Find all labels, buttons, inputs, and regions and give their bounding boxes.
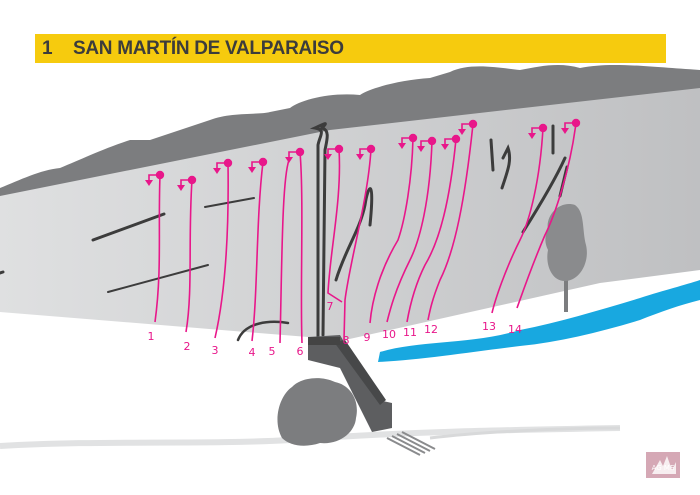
route-3[interactable]: 3 [212, 158, 233, 357]
hut [308, 335, 392, 432]
svg-text:AG ME: AG ME [652, 464, 675, 472]
tree [545, 204, 587, 312]
arrow-down-icon [248, 167, 256, 173]
route-13[interactable]: 13 [482, 123, 548, 333]
rock-wall [0, 88, 700, 340]
route-number: 4 [249, 346, 256, 359]
route-5[interactable]: 5 [269, 159, 290, 358]
arrow-down-icon [213, 168, 221, 174]
cracks [0, 122, 569, 342]
route-line [279, 159, 290, 344]
route-number: 10 [382, 328, 396, 341]
arrow-down-icon [441, 144, 449, 150]
route-4[interactable]: 4 [248, 157, 268, 359]
route-14[interactable]: 14 [508, 118, 581, 336]
lower-off-line [420, 140, 432, 147]
arrow-down-icon [356, 154, 364, 160]
arrow-down-icon [398, 143, 406, 149]
lower-off-line [216, 162, 228, 169]
bush [277, 378, 357, 446]
lower-off-line [148, 174, 160, 181]
route-number: 5 [269, 345, 276, 358]
route-line [343, 148, 372, 341]
lower-off-line [251, 161, 263, 168]
lower-off-line [531, 127, 543, 134]
route-9[interactable]: 9 [364, 133, 418, 344]
path-line [429, 426, 621, 440]
sector-number: 1 [42, 37, 53, 59]
logo: AG ME [646, 452, 680, 478]
route-number: 8 [343, 334, 350, 347]
lower-off-line [401, 137, 413, 144]
route-number: 7 [327, 300, 334, 313]
lower-off-line [564, 122, 576, 129]
route-line [491, 127, 544, 314]
route-number: 1 [148, 330, 155, 343]
route-line [251, 161, 264, 342]
route-line [427, 123, 474, 321]
sector-title: SAN MARTÍN DE VALPARAISO [73, 37, 344, 59]
arrow-down-icon [528, 133, 536, 139]
lower-off-line [359, 148, 371, 155]
route-line [386, 140, 433, 323]
arrow-down-icon [417, 146, 425, 152]
arrow-down-icon [177, 185, 185, 191]
route-11[interactable]: 11 [403, 134, 461, 339]
footbridge [386, 431, 436, 456]
lower-off-line [288, 151, 300, 158]
routes: 12 3 4 5 678 9 10 11 12 13 14 [145, 118, 581, 359]
route-number: 13 [482, 320, 496, 333]
arrow-down-icon [285, 157, 293, 163]
route-line [406, 138, 457, 323]
route-number: 9 [364, 331, 371, 344]
route-line [327, 148, 343, 303]
route-1[interactable]: 1 [145, 170, 165, 343]
route-line [214, 162, 229, 339]
route-line [299, 151, 303, 344]
sector-title-bar: 1 SAN MARTÍN DE VALPARAISO [35, 34, 666, 63]
arrow-down-icon [458, 129, 466, 135]
lower-off-line [444, 138, 456, 145]
river [378, 280, 700, 362]
route-number: 11 [403, 326, 417, 339]
route-number: 6 [297, 345, 304, 358]
route-line [516, 122, 577, 309]
route-6[interactable]: 6 [285, 147, 305, 358]
route-7[interactable]: 7 [324, 144, 344, 313]
route-line [369, 137, 414, 324]
arrow-down-icon [145, 180, 153, 186]
route-line [154, 174, 161, 323]
route-8[interactable]: 8 [343, 144, 376, 347]
route-number: 3 [212, 344, 219, 357]
route-12[interactable]: 12 [424, 119, 478, 336]
route-number: 12 [424, 323, 438, 336]
arrow-down-icon [324, 154, 332, 160]
route-10[interactable]: 10 [382, 136, 437, 341]
route-number: 2 [184, 340, 191, 353]
lower-off-line [180, 179, 192, 186]
lower-off-line [461, 123, 473, 130]
lower-off-line [327, 148, 339, 155]
route-number: 14 [508, 323, 522, 336]
route-line [185, 179, 193, 333]
route-2[interactable]: 2 [177, 175, 197, 353]
arrow-down-icon [561, 128, 569, 134]
